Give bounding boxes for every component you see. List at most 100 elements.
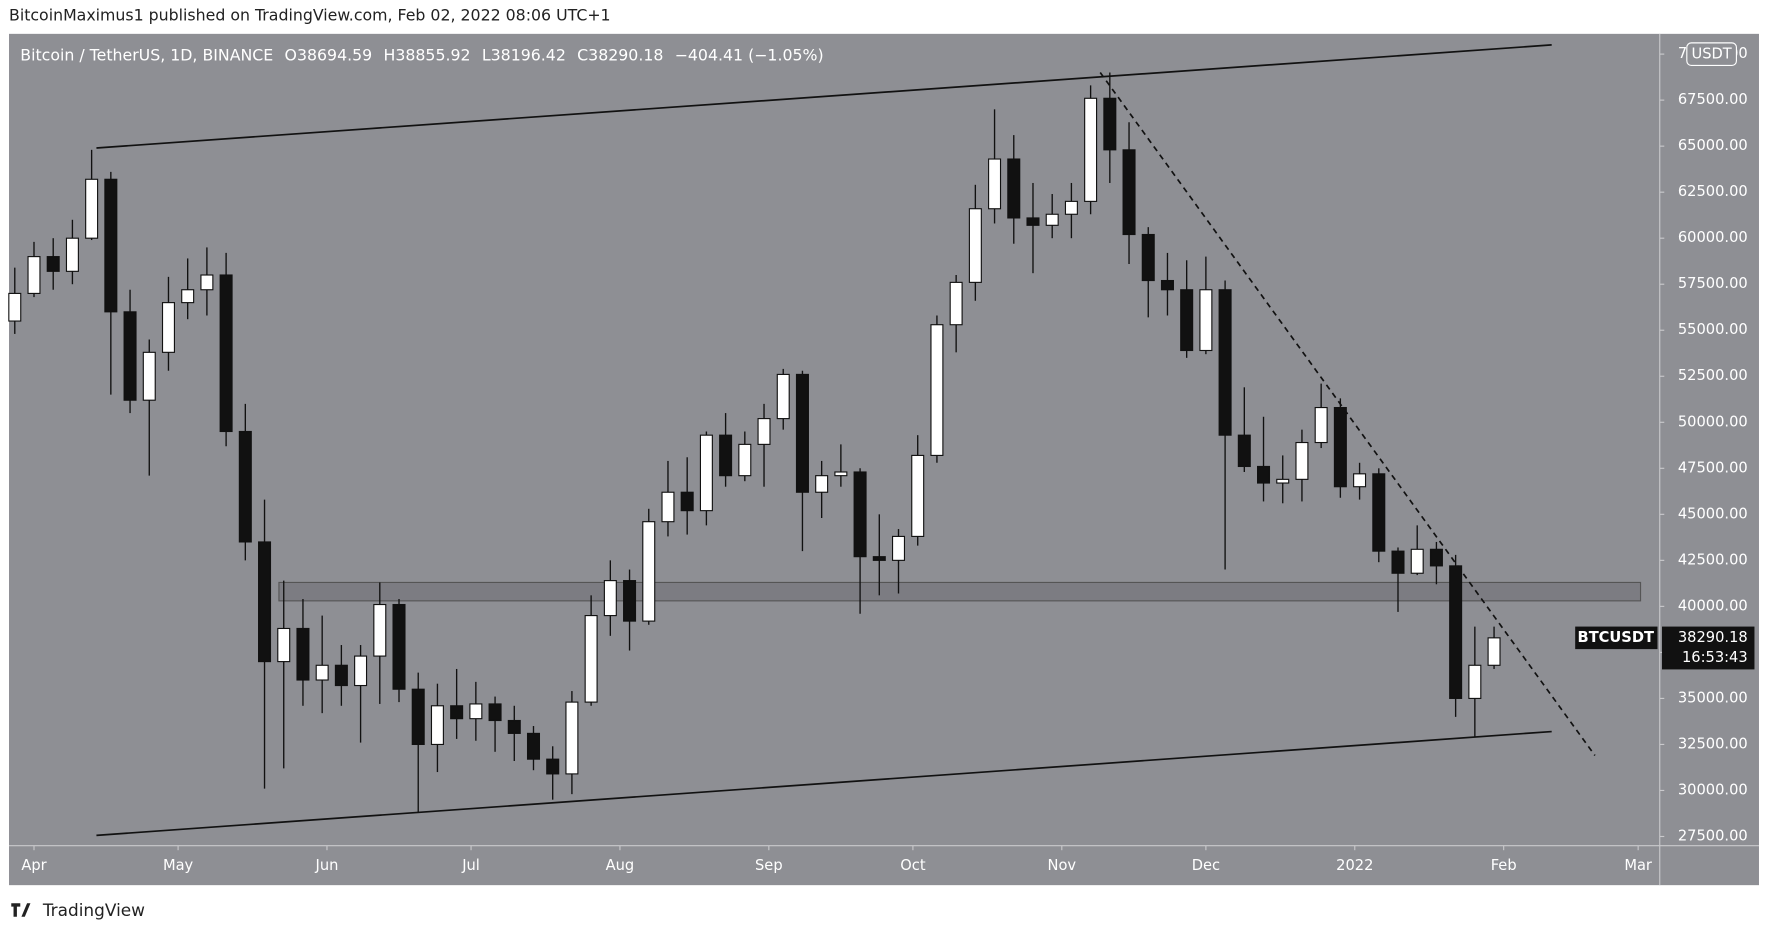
x-tick-label: Oct <box>900 857 926 874</box>
candle-body <box>1257 465 1271 484</box>
candle-body <box>161 302 175 353</box>
candle <box>1449 554 1463 717</box>
candle <box>1064 182 1078 239</box>
candle-body <box>738 443 752 477</box>
candle <box>1391 547 1405 612</box>
candle-body <box>354 655 368 687</box>
candle <box>1026 182 1040 274</box>
ohlc-value: 38694.59 <box>297 45 372 64</box>
candle <box>1045 194 1059 239</box>
candle-body <box>1333 406 1347 488</box>
candle-body <box>238 430 252 543</box>
candle-body <box>1372 473 1386 552</box>
y-tick-label: 32500.00 <box>1678 735 1748 752</box>
candle-body <box>930 324 944 456</box>
candle-body <box>834 471 848 477</box>
candle-body <box>911 454 925 537</box>
candle <box>968 184 982 301</box>
x-tick-label: 2022 <box>1336 857 1373 874</box>
candle <box>642 508 656 625</box>
symbol: Bitcoin / TetherUS, 1D, BINANCE <box>20 45 273 64</box>
x-tick-label: Mar <box>1624 857 1653 874</box>
ohlc-key: L <box>482 45 491 64</box>
candle <box>8 267 22 334</box>
x-tick-label: Aug <box>606 857 635 874</box>
candle <box>891 529 906 594</box>
y-tick-label: 42500.00 <box>1678 551 1748 568</box>
candle <box>200 247 214 316</box>
candle-body <box>757 418 771 445</box>
candle-body <box>1026 217 1040 226</box>
candle <box>1372 468 1386 563</box>
candle-body <box>507 719 521 734</box>
candle <box>123 289 137 414</box>
x-tick-label: Nov <box>1048 857 1077 874</box>
x-tick-label: May <box>163 857 194 874</box>
y-tick-label: 60000.00 <box>1678 229 1748 246</box>
candle-body <box>1353 473 1367 488</box>
candle-body <box>872 556 886 561</box>
candle <box>1218 280 1232 570</box>
candle-body <box>1295 441 1309 480</box>
ohlc-value: 38196.42 <box>491 45 566 64</box>
candle <box>1199 256 1213 355</box>
legend: Bitcoin / TetherUS, 1D, BINANCE O38694.59… <box>20 45 823 64</box>
candle-body <box>1103 97 1117 151</box>
ohlc-key: C <box>577 45 588 64</box>
candle <box>526 726 541 771</box>
plot <box>8 44 1642 837</box>
candle-body <box>1449 565 1463 699</box>
candle-body <box>27 256 41 294</box>
candle <box>1314 383 1328 449</box>
candle-body <box>776 373 790 420</box>
ohlc-value: 38290.18 <box>588 45 663 64</box>
tv-logo: TradingView <box>11 900 145 920</box>
candle <box>142 339 156 476</box>
candle <box>392 599 406 703</box>
candle <box>1487 626 1501 669</box>
candle-body <box>853 471 867 558</box>
candle-body <box>488 703 502 722</box>
candle-body <box>85 178 99 239</box>
x-tick-label: Sep <box>755 857 783 874</box>
x-tick-label: Feb <box>1491 857 1517 874</box>
candle <box>815 460 829 519</box>
candle-body <box>123 311 137 401</box>
byline: BitcoinMaximus1 published on TradingView… <box>9 5 611 24</box>
candle <box>488 696 502 752</box>
candle-body <box>1314 406 1328 444</box>
candle-body <box>1045 213 1059 226</box>
candle-body <box>603 580 617 617</box>
candle <box>988 109 1002 224</box>
candle-body <box>450 705 464 720</box>
candle <box>104 171 118 395</box>
y-tick-label: 27500.00 <box>1678 827 1748 844</box>
candle-body <box>296 627 310 681</box>
price-tag-countdown: 16:53:43 <box>1682 649 1748 666</box>
candle-body <box>334 664 348 687</box>
y-tick-label: 30000.00 <box>1678 781 1748 798</box>
price-tag-value: 38290.18 <box>1678 629 1748 646</box>
candle-body <box>219 274 233 433</box>
candle <box>603 560 617 636</box>
candle-body <box>1429 548 1443 567</box>
candle-body <box>104 178 118 313</box>
candle <box>238 403 252 561</box>
y-tick-label: 62500.00 <box>1678 183 1748 200</box>
candle-body <box>526 732 541 760</box>
candle <box>1276 455 1290 504</box>
candle <box>584 595 598 706</box>
y-tick-label: 35000.00 <box>1678 689 1748 706</box>
candle <box>872 514 886 596</box>
x-tick-label: Jun <box>315 857 339 874</box>
candle <box>85 149 99 241</box>
candle-body <box>1199 289 1213 352</box>
candle-body <box>411 688 425 746</box>
candle-body <box>1064 200 1078 215</box>
candle <box>699 431 713 526</box>
y-tick-label: 65000.00 <box>1678 137 1748 154</box>
candle <box>65 219 79 285</box>
y-tick-label: 50000.00 <box>1678 413 1748 430</box>
candle-body <box>815 475 829 493</box>
candle <box>1007 135 1021 244</box>
